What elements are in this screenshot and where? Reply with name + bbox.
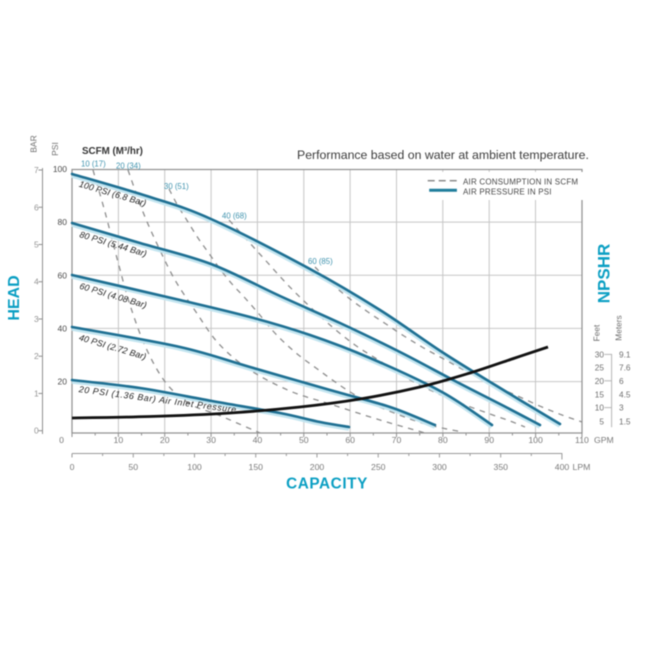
svg-text:80: 80 (58, 217, 68, 227)
svg-text:200: 200 (310, 462, 325, 472)
svg-text:6: 6 (34, 202, 39, 212)
svg-text:20: 20 (58, 377, 68, 387)
svg-text:20 (34): 20 (34) (116, 162, 141, 171)
svg-text:300: 300 (432, 462, 447, 472)
svg-text:BAR: BAR (29, 135, 39, 152)
svg-text:LPM: LPM (573, 462, 591, 472)
svg-text:60: 60 (58, 270, 68, 280)
svg-text:30: 30 (206, 435, 216, 445)
svg-text:30 (51): 30 (51) (164, 182, 189, 191)
svg-text:10: 10 (595, 403, 605, 413)
svg-text:40: 40 (58, 323, 68, 333)
svg-text:3: 3 (619, 403, 624, 413)
svg-text:AIR CONSUMPTION IN SCFM: AIR CONSUMPTION IN SCFM (463, 178, 578, 187)
svg-text:10 (17): 10 (17) (81, 160, 106, 169)
svg-text:110: 110 (575, 435, 589, 445)
svg-text:60 (85): 60 (85) (308, 257, 333, 266)
svg-text:3: 3 (34, 314, 39, 324)
svg-text:70: 70 (392, 435, 402, 445)
svg-text:0: 0 (34, 426, 39, 436)
svg-text:40 (68): 40 (68) (222, 212, 247, 221)
svg-text:CAPACITY: CAPACITY (286, 476, 368, 493)
svg-text:4.5: 4.5 (619, 389, 631, 399)
svg-text:15: 15 (595, 389, 605, 399)
svg-text:350: 350 (494, 462, 509, 472)
svg-text:80: 80 (438, 435, 448, 445)
svg-text:40: 40 (253, 435, 263, 445)
svg-text:PSI: PSI (50, 142, 60, 156)
svg-text:7: 7 (34, 165, 39, 175)
svg-text:HEAD: HEAD (6, 275, 23, 320)
svg-text:GPM: GPM (594, 435, 614, 445)
svg-text:150: 150 (249, 462, 264, 472)
svg-text:90: 90 (484, 435, 494, 445)
svg-text:Feet: Feet (592, 324, 602, 341)
svg-text:100: 100 (53, 164, 67, 174)
svg-text:1.5: 1.5 (619, 417, 631, 427)
svg-text:50: 50 (128, 462, 138, 472)
svg-text:20: 20 (595, 376, 605, 386)
svg-text:50: 50 (299, 435, 309, 445)
svg-text:1: 1 (34, 388, 39, 398)
svg-text:0: 0 (70, 462, 75, 472)
svg-text:5: 5 (599, 417, 604, 427)
svg-text:2: 2 (34, 351, 39, 361)
svg-text:250: 250 (371, 462, 386, 472)
svg-text:400: 400 (555, 462, 570, 472)
svg-text:NPSHR: NPSHR (595, 244, 614, 304)
svg-text:30: 30 (595, 349, 605, 359)
svg-text:100: 100 (528, 435, 543, 445)
svg-text:0: 0 (59, 435, 64, 445)
svg-text:100: 100 (187, 462, 202, 472)
svg-text:Meters: Meters (614, 315, 624, 340)
svg-text:7.6: 7.6 (619, 362, 631, 372)
svg-text:25: 25 (595, 362, 605, 372)
svg-text:4: 4 (34, 277, 39, 287)
svg-text:Performance based on water at: Performance based on water at ambient te… (297, 148, 589, 162)
svg-text:60: 60 (345, 435, 355, 445)
svg-text:AIR PRESSURE IN PSI: AIR PRESSURE IN PSI (463, 187, 552, 196)
svg-text:9.1: 9.1 (619, 349, 631, 359)
svg-text:5: 5 (34, 240, 39, 250)
svg-text:6: 6 (619, 376, 624, 386)
svg-text:10: 10 (114, 435, 124, 445)
svg-text:20: 20 (160, 435, 170, 445)
svg-text:SCFM (M³/hr): SCFM (M³/hr) (82, 146, 143, 157)
